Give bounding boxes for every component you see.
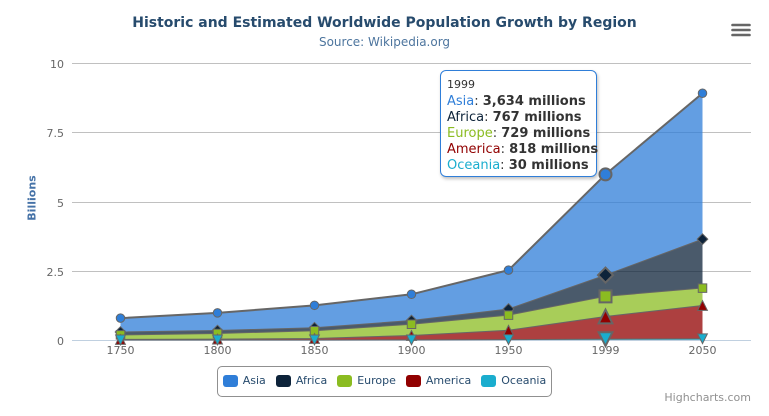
y-axis-title-text: Billions: [25, 175, 39, 221]
legend-label: America: [425, 374, 472, 387]
marker-asia-1850[interactable]: [309, 300, 320, 311]
marker-oceania-2050[interactable]: [696, 333, 709, 345]
y-axis-label: 5: [57, 197, 64, 210]
x-axis-label: 1900: [398, 344, 426, 357]
marker-oceania-1850[interactable]: [308, 334, 321, 346]
marker-europe-2050[interactable]: [697, 283, 708, 293]
marker-asia-1999[interactable]: [598, 167, 613, 182]
x-axis-label: 1999: [592, 344, 620, 357]
marker-europe-1999[interactable]: [598, 289, 613, 304]
marker-asia-1800[interactable]: [212, 308, 223, 318]
y-axis-label: 2.5: [47, 266, 65, 279]
marker-europe-1900[interactable]: [406, 319, 417, 329]
marker-africa-2050[interactable]: [696, 233, 709, 246]
legend-label: Africa: [295, 374, 328, 387]
chart-subtitle: Source: Wikipedia.org: [318, 35, 451, 49]
legend-swatch-africa: [275, 375, 291, 387]
x-axis-label: 1950: [495, 344, 523, 357]
legend-item-europe[interactable]: Europe: [337, 374, 396, 388]
legend-swatch-oceania: [481, 375, 497, 387]
marker-america-1999[interactable]: [596, 307, 615, 325]
hamburger-icon: [731, 23, 751, 37]
legend-label: Oceania: [501, 374, 547, 387]
legend-item-africa[interactable]: Africa: [275, 374, 328, 388]
marker-asia-1900[interactable]: [406, 289, 417, 300]
x-axis-label: 1800: [204, 344, 232, 357]
legend-item-america[interactable]: America: [405, 374, 472, 388]
marker-africa-1999[interactable]: [596, 266, 615, 284]
legend-item-asia[interactable]: Asia: [222, 374, 266, 388]
area-america[interactable]: [120, 305, 703, 340]
legend-box: Asia Africa Europe America Oceania: [216, 366, 553, 397]
area-africa[interactable]: [120, 239, 703, 335]
marker-oceania-1750[interactable]: [114, 334, 127, 346]
marker-oceania-1950[interactable]: [502, 334, 515, 346]
x-axis-label: 1750: [107, 344, 135, 357]
marker-asia-2050[interactable]: [697, 88, 708, 98]
legend: Asia Africa Europe America Oceania: [0, 366, 769, 397]
x-axis-label: 1850: [301, 344, 329, 357]
marker-oceania-1800[interactable]: [211, 334, 224, 346]
legend-label: Asia: [242, 374, 266, 387]
legend-item-oceania[interactable]: Oceania: [481, 374, 546, 388]
marker-asia-1950[interactable]: [503, 265, 514, 275]
legend-swatch-europe: [337, 375, 353, 387]
y-axis-label: 0: [57, 335, 64, 348]
legend-swatch-america: [405, 375, 421, 387]
chart-title: Historic and Estimated Worldwide Populat…: [132, 15, 637, 31]
x-axis-label: 2050: [689, 344, 717, 357]
area-asia[interactable]: [120, 93, 703, 332]
legend-label: Europe: [357, 374, 396, 387]
marker-oceania-1999[interactable]: [596, 331, 615, 349]
marker-europe-1950[interactable]: [503, 310, 514, 320]
context-menu-button[interactable]: [728, 19, 754, 41]
marker-america-2050[interactable]: [696, 299, 709, 311]
y-axis-label: 7.5: [47, 127, 65, 140]
legend-swatch-asia: [222, 375, 238, 387]
y-axis-label: 10: [50, 58, 64, 71]
marker-oceania-1900[interactable]: [405, 334, 418, 346]
marker-asia-1750[interactable]: [115, 313, 126, 323]
credits-link[interactable]: Highcharts.com: [664, 391, 751, 404]
